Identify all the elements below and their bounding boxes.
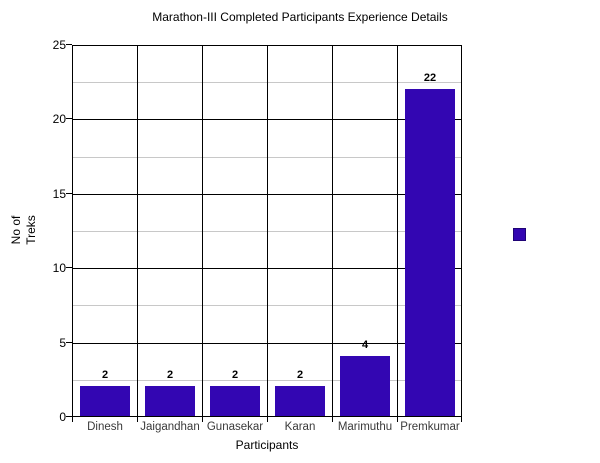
x-axis-tick <box>72 417 73 422</box>
bar-value-label: 2 <box>101 369 109 381</box>
bar <box>340 356 390 416</box>
bar <box>80 386 130 416</box>
y-axis-title: No of Treks <box>9 196 39 264</box>
bar-value-label: 4 <box>361 339 369 351</box>
bar-value-label: 2 <box>231 369 239 381</box>
y-axis-tick <box>66 416 72 417</box>
x-category-label: Jaigandhan <box>140 421 200 433</box>
bar <box>210 386 260 416</box>
x-axis-tick <box>332 417 333 422</box>
y-tick-label: 0 <box>59 410 66 424</box>
bar <box>275 386 325 416</box>
x-category-label: Marimuthu <box>337 421 393 433</box>
y-tick-label: 15 <box>52 187 66 201</box>
x-category-label: Dinesh <box>87 421 123 433</box>
y-tick-label: 10 <box>52 261 66 275</box>
x-axis-tick <box>461 417 462 422</box>
column-separator <box>397 46 398 416</box>
y-axis-tick <box>66 118 72 119</box>
y-axis-tick <box>66 44 72 45</box>
x-category-label: Gunasekar <box>206 421 264 433</box>
y-axis-tick <box>66 193 72 194</box>
y-axis-title-line2: Treks <box>24 215 38 245</box>
y-axis-tick <box>66 267 72 268</box>
bar-value-label: 2 <box>296 369 304 381</box>
y-tick-label: 25 <box>52 38 66 52</box>
bar <box>145 386 195 416</box>
y-axis-title-line1: No of <box>9 215 23 245</box>
column-separator <box>137 46 138 416</box>
x-axis-tick <box>267 417 268 422</box>
legend-marker <box>513 228 526 241</box>
x-axis-tick <box>397 417 398 422</box>
y-tick-label: 20 <box>52 112 66 126</box>
y-axis-tick <box>66 342 72 343</box>
x-category-label: Premkumar <box>400 421 460 433</box>
bar-value-label: 2 <box>166 369 174 381</box>
x-axis-title: Participants <box>235 438 299 452</box>
column-separator <box>202 46 203 416</box>
x-axis-tick <box>137 417 138 422</box>
bar-value-label: 22 <box>423 72 437 84</box>
bar <box>405 89 455 416</box>
plot-area: 2 2 2 2 4 22 <box>72 45 462 417</box>
y-tick-label: 5 <box>59 336 66 350</box>
column-separator <box>332 46 333 416</box>
column-separator <box>267 46 268 416</box>
x-category-label: Karan <box>284 421 316 433</box>
x-axis-tick <box>202 417 203 422</box>
chart-title: Marathon-III Completed Participants Expe… <box>152 10 448 24</box>
